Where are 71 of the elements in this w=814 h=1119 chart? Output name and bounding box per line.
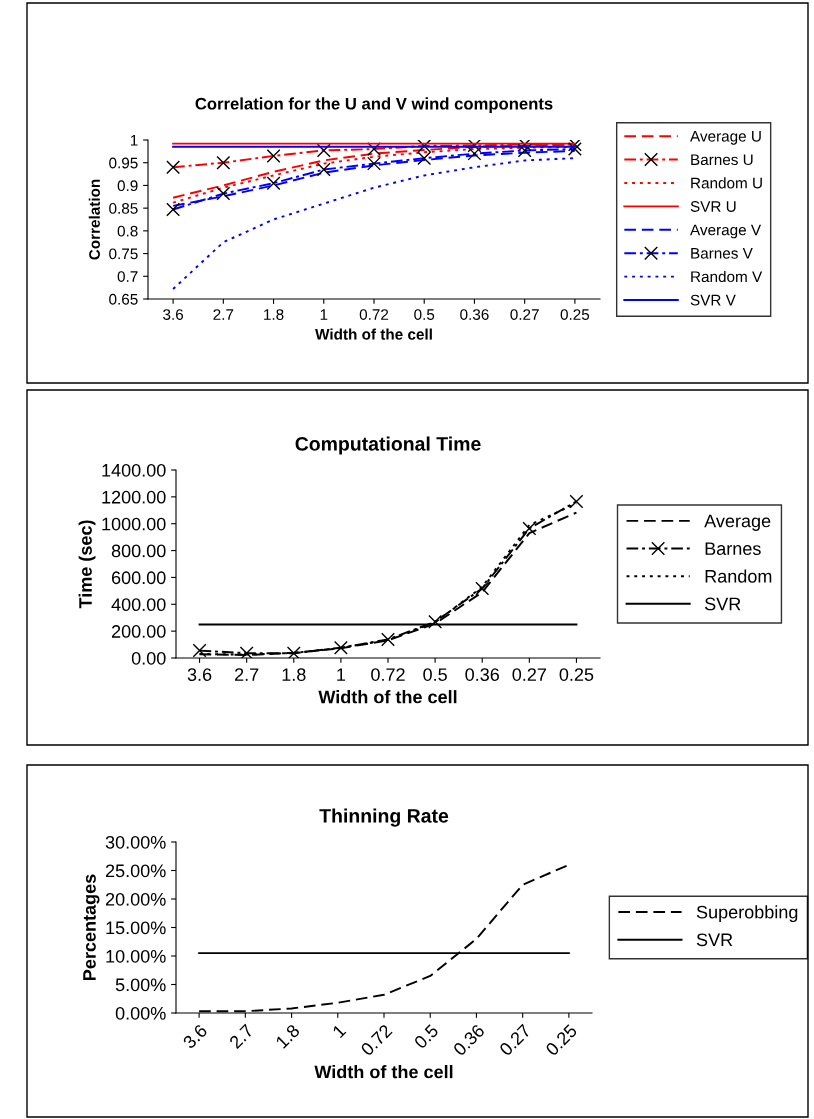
- y-tick-label: 600.00: [111, 571, 166, 585]
- y-tick-label: 1000.00: [102, 517, 166, 531]
- x-tick-label: 0.25: [559, 668, 594, 681]
- x-tick-label: 0.72: [359, 309, 389, 320]
- x-tick-label: 2.7: [235, 668, 259, 681]
- x-tick-label: 3.6: [187, 668, 212, 681]
- x-tick-label: 3.6: [182, 1023, 208, 1050]
- x-tick-label: 0.27: [512, 668, 546, 681]
- x-tick-label: 0.5: [413, 1023, 440, 1050]
- legend-label: Average V: [690, 224, 762, 239]
- y-tick-label: 1200.00: [102, 490, 166, 504]
- x-tick-label: 1.8: [264, 309, 284, 320]
- legend-label: Random U: [691, 177, 762, 189]
- x-tick-label: 1.8: [282, 668, 306, 681]
- y-tick-label: 20.00%: [105, 892, 166, 906]
- x-tick-label: 0.72: [359, 1023, 393, 1057]
- x-tick-label: 1.8: [275, 1023, 301, 1049]
- x-tick-label: 0.36: [460, 309, 489, 320]
- legend-label: SVR V: [690, 294, 736, 306]
- y-tick-label: 30.00%: [105, 835, 166, 849]
- legend-label: SVR: [705, 597, 741, 611]
- y-axis-title: Correlation: [88, 179, 100, 260]
- legend-label: Random V: [691, 270, 763, 283]
- x-tick-label: 0.27: [510, 309, 539, 320]
- legend-label: Barnes V: [691, 248, 753, 259]
- y-tick-label: 0.85: [109, 203, 138, 214]
- y-tick-label: 0.95: [109, 157, 138, 169]
- x-tick-label: 0.36: [452, 1023, 486, 1057]
- y-tick-label: 1400.00: [102, 463, 166, 477]
- y-tick-label: 10.00%: [106, 949, 166, 963]
- y-tick-label: 15.00%: [106, 921, 166, 935]
- x-tick-label: 0.72: [371, 668, 405, 681]
- x-tick-label: 2.7: [228, 1023, 254, 1050]
- y-tick-label: 0.00: [131, 651, 166, 665]
- x-tick-label: 0.5: [414, 309, 435, 320]
- y-tick-label: 800.00: [111, 544, 166, 558]
- x-tick-label: 0.25: [560, 309, 590, 320]
- x-axis-title: Width of the cell: [314, 1065, 453, 1079]
- y-tick-label: 1: [130, 135, 138, 146]
- x-tick-label: 1: [332, 1023, 347, 1039]
- y-tick-label: 25.00%: [105, 864, 166, 878]
- legend-label: Barnes: [705, 542, 761, 556]
- x-tick-label: 1: [337, 668, 346, 681]
- x-tick-label: 0.5: [423, 668, 447, 681]
- x-tick-label: 2.7: [213, 309, 234, 320]
- y-tick-label: 200.00: [111, 625, 166, 638]
- y-tick-label: 400.00: [111, 598, 166, 612]
- legend-label: Random: [705, 569, 772, 583]
- y-tick-label: 0.65: [109, 293, 138, 305]
- y-tick-label: 0.00%: [115, 1006, 166, 1020]
- y-tick-label: 5.00%: [115, 978, 166, 992]
- y-axis-title: Percentages: [83, 874, 100, 980]
- chart-title: Correlation for the U and V wind components: [195, 97, 553, 113]
- legend-label: Average U: [690, 131, 761, 145]
- legend-label: Average: [704, 514, 771, 531]
- chart-title: Computational Time: [295, 436, 481, 455]
- x-tick-label: 3.6: [163, 309, 184, 320]
- y-tick-label: 0.7: [117, 271, 138, 282]
- x-axis-title: Width of the cell: [318, 690, 457, 704]
- y-axis-title: Time (sec): [78, 520, 96, 609]
- legend-label: Barnes U: [691, 154, 753, 166]
- legend-label: SVR U: [690, 201, 736, 212]
- y-tick-label: 0.9: [117, 180, 138, 192]
- chart-title: Thinning Rate: [319, 808, 449, 827]
- x-axis-title: Width of the cell: [315, 328, 432, 340]
- y-tick-label: 0.8: [117, 225, 138, 237]
- x-tick-label: 1: [320, 309, 328, 320]
- legend-label: Superobbing: [696, 905, 798, 923]
- x-tick-label: 0.36: [465, 668, 499, 681]
- legend-label: SVR: [696, 933, 733, 947]
- y-tick-label: 0.75: [109, 248, 138, 260]
